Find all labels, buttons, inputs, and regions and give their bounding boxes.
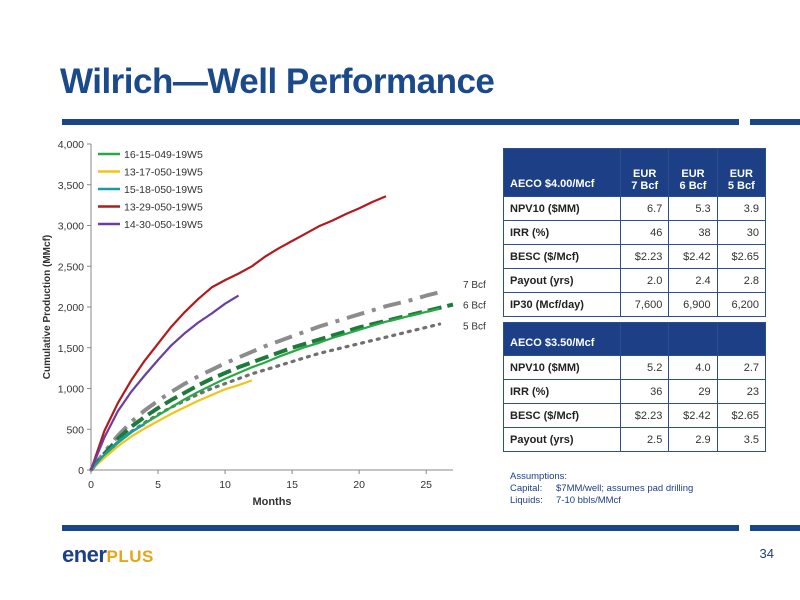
series-line-14-30-050-19w5 xyxy=(89,294,240,471)
title-rule-stub xyxy=(750,119,800,125)
x-tick-label: 5 xyxy=(155,479,161,491)
table-row: BESC ($/Mcf) $2.23 $2.42 $2.65 xyxy=(503,244,767,269)
curve-label-5-bcf: 5 Bcf xyxy=(463,322,486,333)
x-tick-label: 25 xyxy=(420,479,432,491)
y-tick-label: 1,000 xyxy=(58,384,84,396)
page-number: 34 xyxy=(759,546,774,561)
table-header-blank xyxy=(716,322,767,356)
series-line-7-bcf xyxy=(89,290,441,472)
x-tick-label: 10 xyxy=(219,479,231,491)
assumptions-capital: Capital: $7MM/well; assumes pad drilling xyxy=(510,483,694,494)
x-tick-label: 0 xyxy=(88,479,94,491)
x-axis-title: Months xyxy=(252,496,291,508)
y-tick-label: 2,000 xyxy=(58,302,84,314)
legend-label: 13-17-050-19W5 xyxy=(124,167,203,179)
assumptions-liquids: Liquids: 7-10 bbls/MMcf xyxy=(510,495,621,506)
y-tick-label: 4,000 xyxy=(58,139,84,151)
y-tick-label: 0 xyxy=(78,465,84,477)
legend-label: 13-29-050-19W5 xyxy=(124,202,203,214)
economics-table-aeco-3-50: AECO $3.50/Mcf NPV10 ($MM) 5.2 4.0 2.7 IRR … xyxy=(503,322,767,452)
assumptions-title: Assumptions: xyxy=(510,471,568,482)
table-row: NPV10 ($MM) 6.7 5.3 3.9 xyxy=(503,196,767,221)
series-line-15-18-050-19w5 xyxy=(90,423,146,471)
table-row: NPV10 ($MM) 5.2 4.0 2.7 xyxy=(503,355,767,380)
y-axis-title: Cumulative Production (MMcf) xyxy=(42,235,53,379)
series-line-6-bcf xyxy=(89,302,454,472)
x-tick-label: 20 xyxy=(353,479,365,491)
curve-label-7-bcf: 7 Bcf xyxy=(463,280,486,291)
footer-rule xyxy=(62,525,739,531)
legend-label: 16-15-049-19W5 xyxy=(124,149,203,161)
title-rule xyxy=(62,119,739,125)
footer-rule-stub xyxy=(750,525,800,531)
table-header-blank xyxy=(668,322,718,356)
curve-label-6-bcf: 6 Bcf xyxy=(463,301,486,312)
table-header-row: AECO $4.00/Mcf EUR 7 Bcf EUR 6 Bcf EUR 5 Bc… xyxy=(503,148,767,197)
table-row: IP30 (Mcf/day) 7,600 6,900 6,200 xyxy=(503,292,767,317)
y-tick-label: 3,500 xyxy=(58,180,84,192)
table-header-eur-7: EUR 7 Bcf xyxy=(619,148,670,197)
company-logo: enerPLUS xyxy=(62,542,154,567)
table-header-label: AECO $4.00/Mcf xyxy=(503,148,621,197)
series-line-13-17-050-19w5 xyxy=(90,379,253,471)
table-row: IRR (%) 46 38 30 xyxy=(503,220,767,245)
table-header-eur-6: EUR 6 Bcf xyxy=(668,148,718,197)
table-header-row: AECO $3.50/Mcf xyxy=(503,322,767,356)
legend-label: 15-18-050-19W5 xyxy=(124,184,203,196)
table-header-eur-5: EUR 5 Bcf xyxy=(716,148,767,197)
economics-table-aeco-4: AECO $4.00/Mcf EUR 7 Bcf EUR 6 Bcf EUR 5 Bc… xyxy=(503,148,767,317)
legend-label: 14-30-050-19W5 xyxy=(124,219,203,231)
table-header-blank xyxy=(619,322,670,356)
table-row: IRR (%) 36 29 23 xyxy=(503,379,767,404)
x-tick-label: 15 xyxy=(286,479,298,491)
y-tick-label: 3,000 xyxy=(58,221,84,233)
slide-title: Wilrich—Well Performance xyxy=(60,62,495,101)
assumptions-note: Assumptions: Capital: $7MM/well; assumes … xyxy=(510,471,693,507)
table-row: Payout (yrs) 2.0 2.4 2.8 xyxy=(503,268,767,293)
y-tick-label: 500 xyxy=(66,424,84,436)
table-row: Payout (yrs) 2.5 2.9 3.5 xyxy=(503,427,767,452)
table-header-label: AECO $3.50/Mcf xyxy=(503,322,621,356)
series-line-16-15-049-19w5 xyxy=(90,307,440,471)
y-tick-label: 1,500 xyxy=(58,343,84,355)
table-row: BESC ($/Mcf) $2.23 $2.42 $2.65 xyxy=(503,403,767,428)
y-tick-label: 2,500 xyxy=(58,261,84,273)
series-line-13-29-050-19w5 xyxy=(89,195,387,471)
